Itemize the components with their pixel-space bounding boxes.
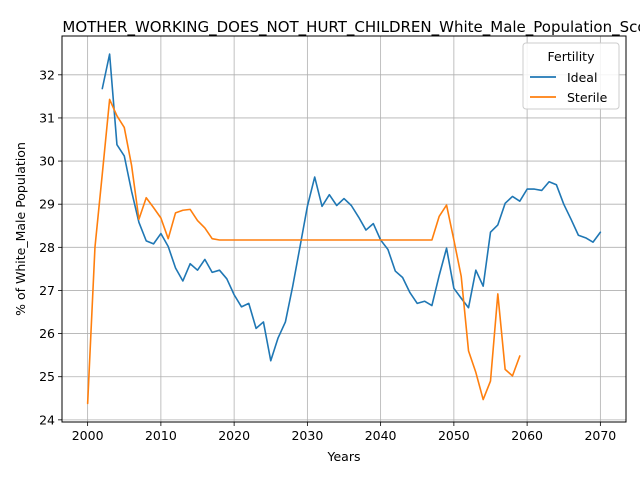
- legend-label-sterile: Sterile: [567, 90, 608, 105]
- series-line-sterile: [86, 98, 521, 405]
- y-tick-label: 30: [39, 154, 55, 169]
- x-tick-label: 2050: [438, 428, 470, 443]
- y-axis-label: % of White_Male Population: [13, 142, 28, 316]
- legend: Fertility Ideal Sterile: [522, 42, 620, 110]
- x-tick-label: 2000: [72, 428, 104, 443]
- legend-box: [522, 42, 620, 110]
- legend-title: Fertility: [548, 49, 596, 64]
- y-tick-label: 27: [39, 283, 55, 298]
- y-tick-label: 31: [39, 110, 55, 125]
- y-tick-label: 25: [39, 369, 55, 384]
- y-tick-label: 29: [39, 197, 55, 212]
- series-line-ideal: [101, 53, 602, 362]
- x-tick-label: 2070: [584, 428, 616, 443]
- legend-label-ideal: Ideal: [567, 70, 597, 85]
- y-tick-label: 28: [39, 240, 55, 255]
- x-tick-label: 2040: [365, 428, 397, 443]
- x-tick-label: 2020: [218, 428, 250, 443]
- x-tick-label: 2060: [511, 428, 543, 443]
- x-axis-label: Years: [327, 449, 361, 464]
- y-tick-label: 26: [39, 326, 55, 341]
- series-lines: [86, 53, 602, 405]
- axis-ticks: 2000 2010 2020 2030 2040 2050 2060 2070 24 25 26 27…: [39, 67, 616, 443]
- y-tick-label: 32: [39, 67, 55, 82]
- y-tick-label: 24: [39, 412, 55, 427]
- x-tick-label: 2030: [291, 428, 323, 443]
- plot-area-frame: [61, 35, 627, 423]
- chart-title: MOTHER_WORKING_DOES_NOT_HURT_CHILDREN_Wh…: [62, 18, 640, 37]
- x-tick-label: 2010: [145, 428, 177, 443]
